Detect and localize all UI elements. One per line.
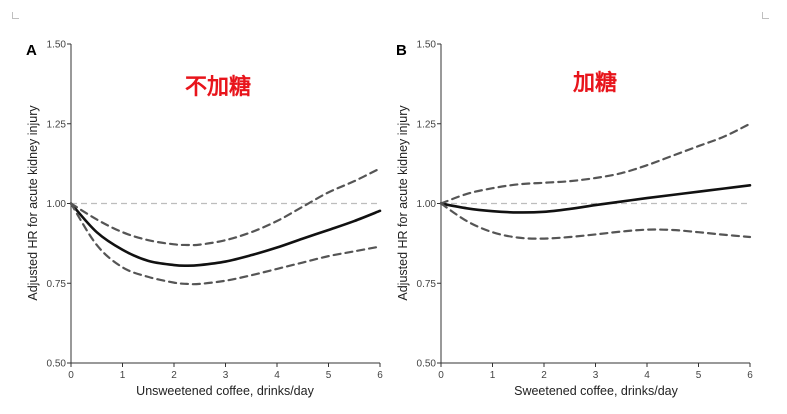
y-tick-label: 0.50: [417, 359, 437, 370]
x-tick-label: 0: [68, 370, 74, 381]
y-tick-label: 0.75: [417, 279, 437, 290]
y-tick-label: 0.50: [47, 359, 67, 370]
corner-mark-left: [12, 12, 19, 19]
panel-letter: B: [396, 42, 407, 59]
x-tick-label: 3: [593, 370, 599, 381]
panel-b: B 加糖 Adjusted HR for acute kidney injury…: [396, 40, 753, 399]
x-tick-label: 4: [644, 370, 650, 381]
series-line-estimate: [439, 184, 752, 214]
y-tick-label: 1.00: [47, 199, 67, 210]
x-tick-label: 1: [490, 370, 496, 381]
x-tick-label: 0: [438, 370, 444, 381]
y-tick-label: 1.25: [47, 119, 67, 130]
x-tick-label: 4: [274, 370, 280, 381]
y-axis-title: Adjusted HR for acute kidney injury: [26, 105, 40, 301]
y-tick-label: 1.50: [417, 40, 437, 51]
annotation-label: 不加糖: [185, 74, 251, 99]
x-tick-label: 5: [326, 370, 332, 381]
plot-area: 0.50 0.75 1.00 1.25 1.50 0 1 2 3 4 5 6: [47, 40, 384, 382]
x-tick-label: 5: [696, 370, 702, 381]
panel-a: A 不加糖 Adjusted HR for acute kidney injur…: [26, 40, 383, 399]
plot-area: 0.50 0.75 1.00 1.25 1.50 0 1 2 3 4 5 6: [417, 40, 754, 382]
x-axis-title: Sweetened coffee, drinks/day: [514, 384, 679, 398]
x-tick-label: 6: [747, 370, 753, 381]
series-line-upper-ci: [69, 167, 382, 247]
x-tick-label: 1: [120, 370, 126, 381]
y-tick-label: 1.50: [47, 40, 67, 51]
corner-mark-right: [762, 12, 769, 19]
y-tick-label: 1.25: [417, 119, 437, 130]
y-tick-label: 0.75: [47, 279, 67, 290]
series-line-lower-ci: [69, 202, 382, 286]
panel-letter: A: [26, 42, 37, 59]
x-tick-label: 2: [541, 370, 547, 381]
x-tick-label: 3: [223, 370, 229, 381]
x-tick-label: 2: [171, 370, 177, 381]
annotation-label: 加糖: [572, 70, 617, 95]
series-line-upper-ci: [439, 122, 752, 205]
series-line-lower-ci: [439, 202, 752, 240]
x-tick-label: 6: [377, 370, 383, 381]
y-tick-label: 1.00: [417, 199, 437, 210]
x-axis-title: Unsweetened coffee, drinks/day: [136, 384, 314, 398]
y-axis-title: Adjusted HR for acute kidney injury: [396, 105, 410, 301]
series-line-estimate: [69, 202, 382, 268]
